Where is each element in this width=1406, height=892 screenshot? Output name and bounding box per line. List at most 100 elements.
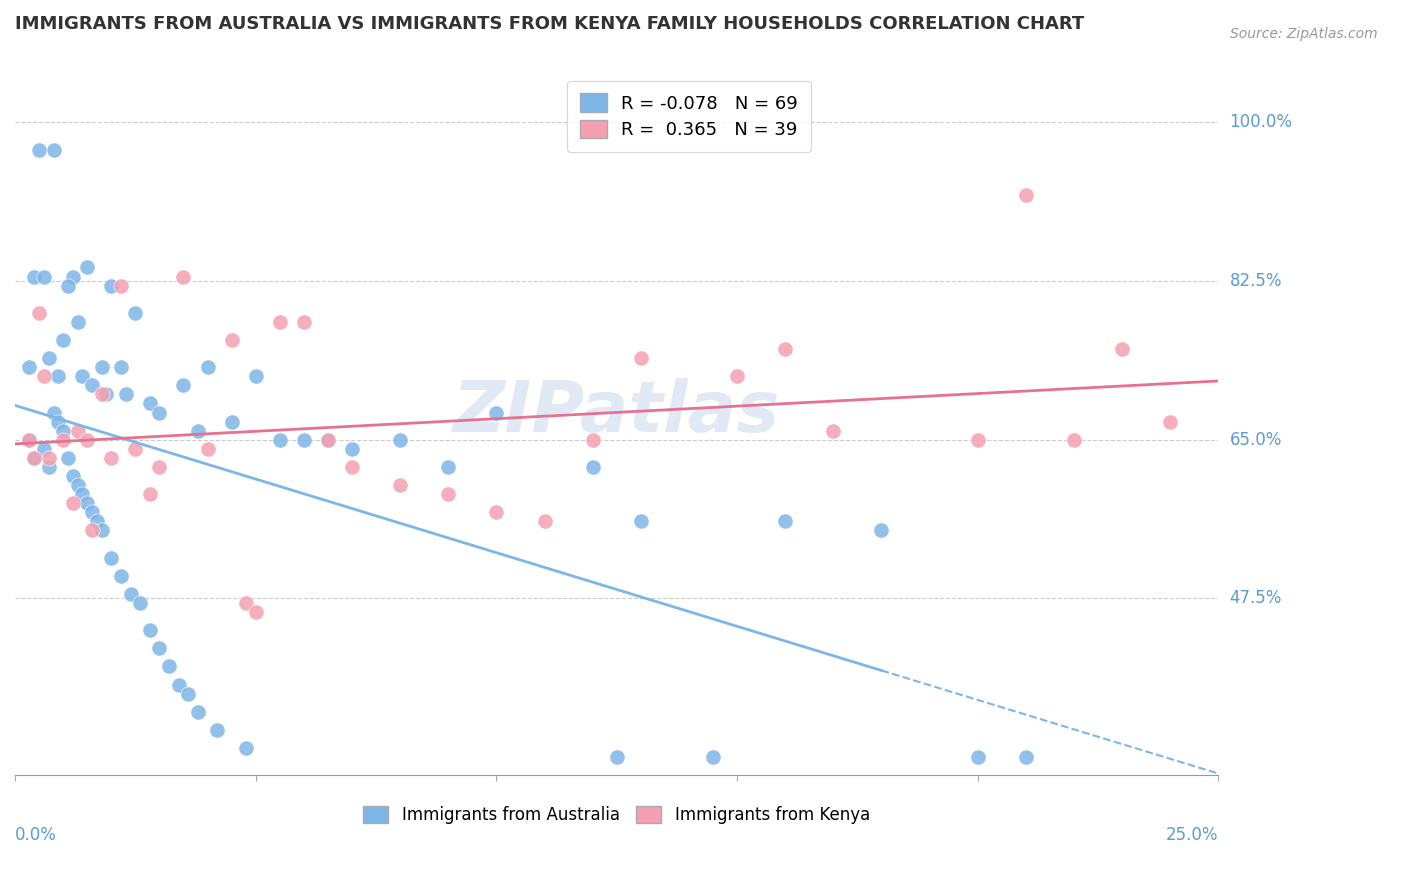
Point (66, 315, 89, 329)
Point (269, 433, 291, 447)
Point (110, 568, 132, 582)
Point (725, 369, 748, 384)
Point (22, 269, 45, 284)
Point (630, 514, 652, 528)
Point (148, 641, 170, 656)
Point (316, 433, 339, 447)
Point (18, 360, 41, 375)
Point (205, 723, 228, 737)
Point (167, 677, 190, 691)
Point (18, 433, 41, 447)
Point (966, 433, 988, 447)
Point (80, 505, 103, 519)
Point (28, 143, 51, 157)
Point (38, 351, 60, 365)
Point (1015, 188, 1038, 202)
Point (340, 459, 363, 474)
Point (187, 705, 209, 719)
Point (129, 596, 152, 610)
Point (221, 415, 243, 429)
Point (1111, 342, 1133, 356)
Point (582, 433, 605, 447)
Point (1063, 433, 1085, 447)
Point (120, 587, 142, 601)
Point (630, 351, 652, 365)
Point (124, 306, 146, 320)
Point (32, 442, 55, 456)
Point (52, 424, 75, 438)
Point (42, 143, 65, 157)
Point (80, 524, 103, 538)
Point (46, 369, 69, 384)
Point (139, 623, 162, 637)
Point (22, 450, 45, 465)
Point (702, 750, 724, 764)
Point (66, 424, 89, 438)
Point (76, 260, 98, 275)
Text: Source: ZipAtlas.com: Source: ZipAtlas.com (1230, 27, 1378, 41)
Point (606, 750, 628, 764)
Point (62, 269, 84, 284)
Point (32, 269, 55, 284)
Point (62, 496, 84, 510)
Point (32, 369, 55, 384)
Point (773, 514, 796, 528)
Point (582, 459, 605, 474)
Point (823, 424, 845, 438)
Point (96, 387, 118, 401)
Text: IMMIGRANTS FROM AUSTRALIA VS IMMIGRANTS FROM KENYA FAMILY HOUSEHOLDS CORRELATION: IMMIGRANTS FROM AUSTRALIA VS IMMIGRANTS … (15, 15, 1084, 33)
Point (100, 278, 122, 293)
Point (173, 269, 195, 284)
Point (197, 442, 219, 456)
Point (52, 433, 75, 447)
Point (76, 496, 98, 510)
Point (148, 459, 170, 474)
Point (18, 433, 41, 447)
Point (22, 450, 45, 465)
Point (80, 378, 103, 392)
Point (56, 450, 79, 465)
Point (110, 360, 132, 375)
Point (245, 369, 267, 384)
Point (90, 360, 112, 375)
Point (235, 596, 257, 610)
Point (110, 278, 132, 293)
Point (1015, 750, 1038, 764)
Point (292, 315, 315, 329)
Point (72, 487, 94, 501)
Point (197, 360, 219, 375)
Point (56, 278, 79, 293)
Point (148, 405, 170, 419)
Point (966, 750, 988, 764)
Point (38, 459, 60, 474)
Point (340, 442, 363, 456)
Point (46, 415, 69, 429)
Point (533, 514, 555, 528)
Point (485, 405, 508, 419)
Point (221, 333, 243, 347)
Point (86, 514, 108, 528)
Point (177, 687, 200, 701)
Text: 47.5%: 47.5% (1230, 590, 1282, 607)
Point (292, 433, 315, 447)
Point (72, 369, 94, 384)
Point (66, 478, 89, 492)
Point (42, 405, 65, 419)
Text: 82.5%: 82.5% (1230, 272, 1282, 290)
Point (90, 387, 112, 401)
Text: ZIPatlas: ZIPatlas (453, 378, 780, 447)
Point (389, 478, 412, 492)
Point (316, 433, 339, 447)
Point (38, 450, 60, 465)
Point (870, 524, 893, 538)
Point (173, 378, 195, 392)
Point (773, 342, 796, 356)
Point (62, 469, 84, 483)
Point (187, 424, 209, 438)
Point (437, 459, 460, 474)
Point (52, 333, 75, 347)
Point (90, 524, 112, 538)
Point (76, 433, 98, 447)
Text: 100.0%: 100.0% (1230, 113, 1292, 131)
Point (389, 433, 412, 447)
